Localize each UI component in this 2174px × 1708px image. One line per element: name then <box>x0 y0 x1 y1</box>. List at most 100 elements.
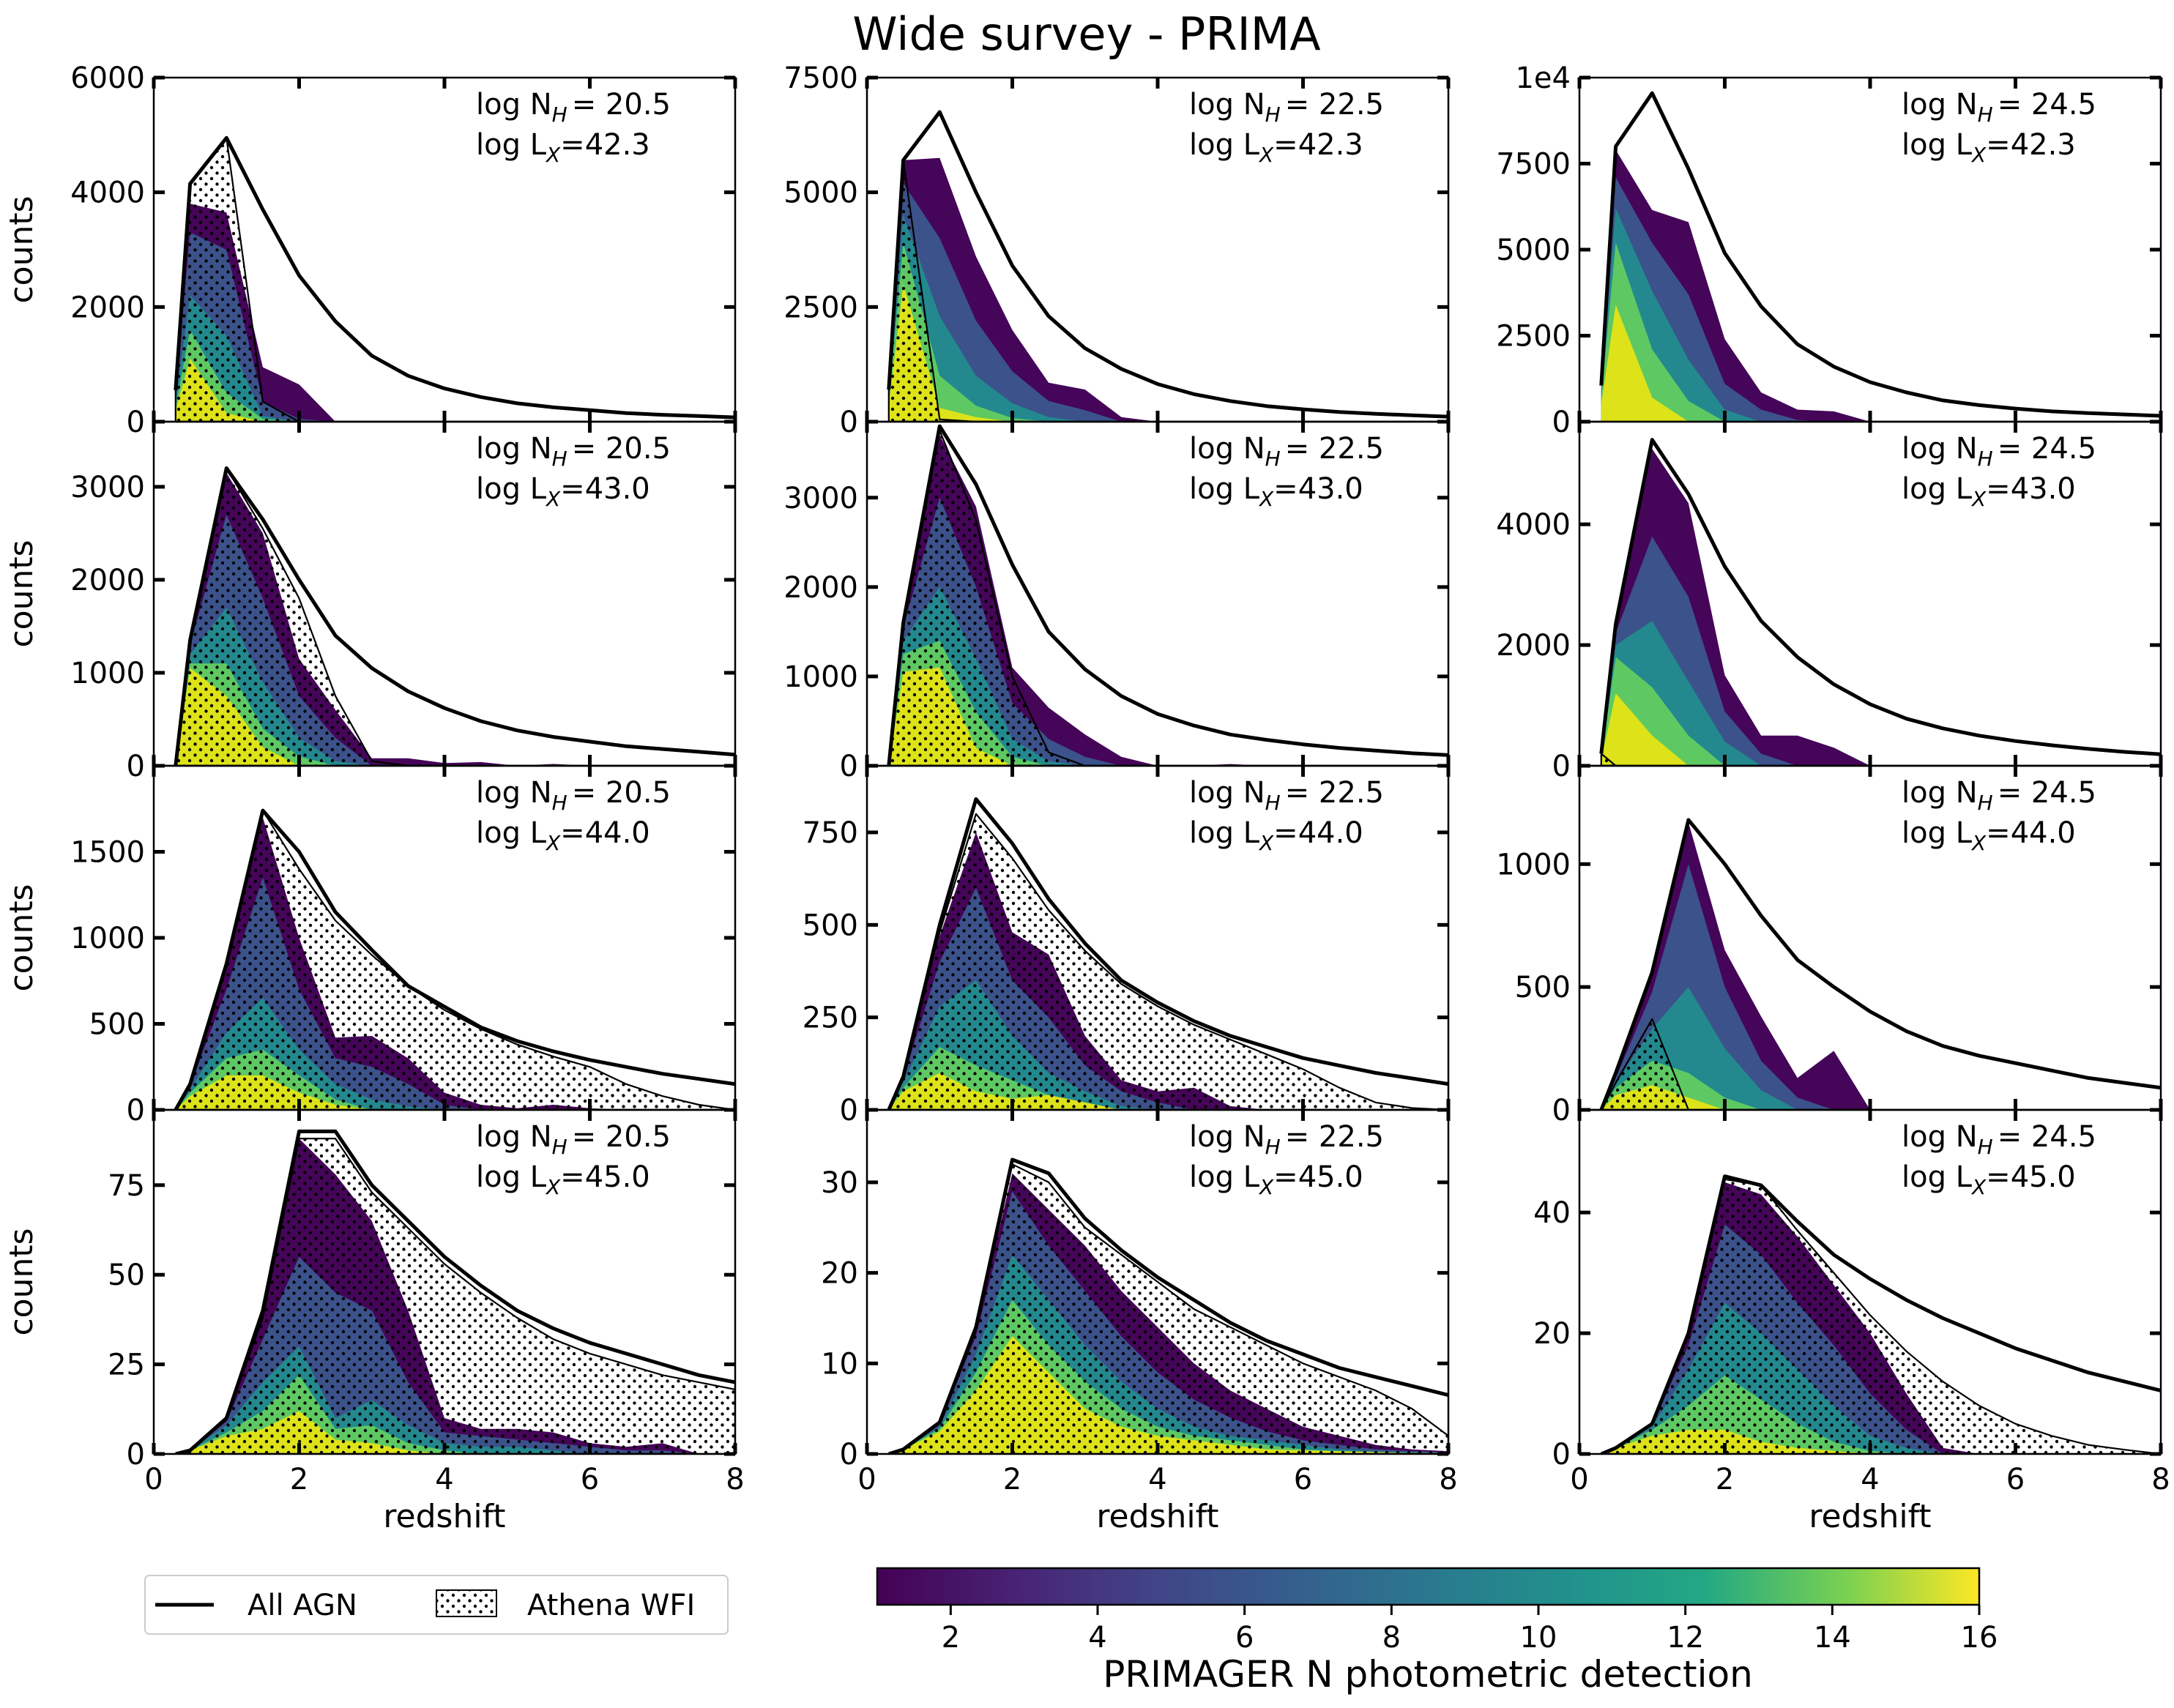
prima-layer-n8 <box>1601 987 2161 1110</box>
y-tick-label: 10 <box>821 1347 858 1381</box>
x-tick-label: 4 <box>435 1463 453 1496</box>
y-tick-label: 1e4 <box>1515 61 1571 95</box>
x-tick-label: 2 <box>1716 1463 1734 1496</box>
y-tick-label: 0 <box>1552 406 1571 439</box>
y-tick-label: 1000 <box>70 922 145 955</box>
y-tick-label: 500 <box>1515 971 1571 1004</box>
colorbar-tick-label: 8 <box>1382 1621 1401 1655</box>
y-tick-label: 0 <box>1552 750 1571 783</box>
colorbar-tick-label: 4 <box>1088 1621 1106 1655</box>
lx-annotation: log LX=44.0 <box>1902 816 2076 855</box>
plot-area <box>887 797 1448 1110</box>
y-tick-label: 2500 <box>1496 320 1571 354</box>
colorbar-ticks: 2 4 6 8 10 12 14 16 <box>942 1605 1998 1655</box>
legend-athena-label: Athena WFI <box>527 1589 695 1622</box>
y-tick-label: 0 <box>1552 1094 1571 1127</box>
y-tick-label: 5000 <box>1496 234 1571 267</box>
y-tick-label: 0 <box>840 1094 858 1127</box>
y-tick-label: 2000 <box>70 564 145 597</box>
y-axis-label: counts <box>3 540 40 647</box>
y-tick-label: 500 <box>89 1008 145 1042</box>
plot-area <box>174 135 735 422</box>
x-tick-label: 6 <box>1294 1463 1312 1496</box>
plot-area <box>1599 818 2161 1110</box>
lx-annotation: log LX=43.0 <box>476 472 650 511</box>
nh-annotation: log NH = 20.5 <box>476 432 671 471</box>
x-axis-label: redshift <box>383 1498 505 1535</box>
y-tick-label: 1000 <box>783 660 858 694</box>
lx-annotation: log LX=43.0 <box>1189 472 1363 511</box>
lx-annotation: log LX=43.0 <box>1902 472 2076 511</box>
plot-area <box>174 1129 735 1454</box>
nh-annotation: log NH = 20.5 <box>476 1120 671 1159</box>
y-tick-label: 25 <box>108 1349 145 1382</box>
y-tick-label: 7500 <box>783 61 858 95</box>
nh-annotation: log NH = 24.5 <box>1902 88 2096 127</box>
x-tick-label: 0 <box>1570 1463 1588 1496</box>
plot-area <box>174 466 735 766</box>
all-agn-line <box>174 135 735 419</box>
lx-annotation: log LX=44.0 <box>1189 816 1363 855</box>
y-axis-label: counts <box>3 1228 40 1335</box>
colorbar-tick-label: 14 <box>1814 1621 1851 1655</box>
all-agn-line <box>174 466 735 766</box>
x-tick-label: 2 <box>290 1463 308 1496</box>
x-tick-label: 8 <box>726 1463 744 1496</box>
x-tick-label: 4 <box>1861 1463 1879 1496</box>
x-tick-label: 6 <box>2006 1463 2025 1496</box>
x-tick-label: 8 <box>1439 1463 1457 1496</box>
figure-title: Wide survey - PRIMA <box>852 7 1320 61</box>
y-tick-label: 0 <box>840 1438 858 1472</box>
y-tick-label: 0 <box>127 1094 145 1127</box>
legend: All AGN Athena WFI <box>144 1575 729 1635</box>
y-tick-label: 1000 <box>70 657 145 690</box>
y-tick-label: 2000 <box>783 571 858 605</box>
plot-area <box>174 808 735 1110</box>
athena-wfi-area <box>174 1138 735 1454</box>
prima-layer-n15 <box>1601 305 2161 422</box>
all-agn-line <box>887 110 1448 419</box>
all-agn-line <box>888 1157 1448 1454</box>
athena-wfi-area <box>1600 1178 2161 1454</box>
y-tick-label: 7500 <box>1496 148 1571 182</box>
x-tick-label: 0 <box>857 1463 876 1496</box>
y-tick-label: 250 <box>803 1002 858 1035</box>
prima-layer-n12 <box>888 242 1448 422</box>
plot-area <box>1599 438 2161 766</box>
all-agn-line <box>887 797 1448 1110</box>
all-agn-line <box>1599 91 2161 418</box>
all-agn-line <box>1599 438 2161 756</box>
nh-annotation: log NH = 22.5 <box>1189 88 1384 127</box>
prima-layer-n1 <box>888 157 1448 422</box>
nh-annotation: log NH = 22.5 <box>1189 776 1384 815</box>
y-tick-label: 75 <box>108 1169 145 1203</box>
y-tick-label: 50 <box>108 1258 145 1292</box>
x-axis-label: redshift <box>1809 1498 1931 1535</box>
all-agn-line <box>174 808 735 1110</box>
y-tick-label: 0 <box>127 406 145 439</box>
y-tick-label: 3000 <box>783 482 858 515</box>
x-tick-label: 4 <box>1148 1463 1166 1496</box>
y-tick-label: 500 <box>803 909 858 942</box>
y-tick-label: 30 <box>821 1166 858 1200</box>
all-agn-line <box>1600 1174 2161 1454</box>
colorbar: 2 4 6 8 10 12 14 16 PRIMAGER N photometric dete… <box>876 1567 1998 1696</box>
nh-annotation: log NH = 24.5 <box>1902 1120 2096 1159</box>
y-tick-label: 2000 <box>70 291 145 324</box>
colorbar-tick-label: 16 <box>1961 1621 1998 1655</box>
athena-wfi-area <box>174 467 735 766</box>
y-tick-label: 1000 <box>1496 848 1571 881</box>
y-tick-label: 0 <box>840 406 858 439</box>
nh-annotation: log NH = 20.5 <box>476 88 671 127</box>
